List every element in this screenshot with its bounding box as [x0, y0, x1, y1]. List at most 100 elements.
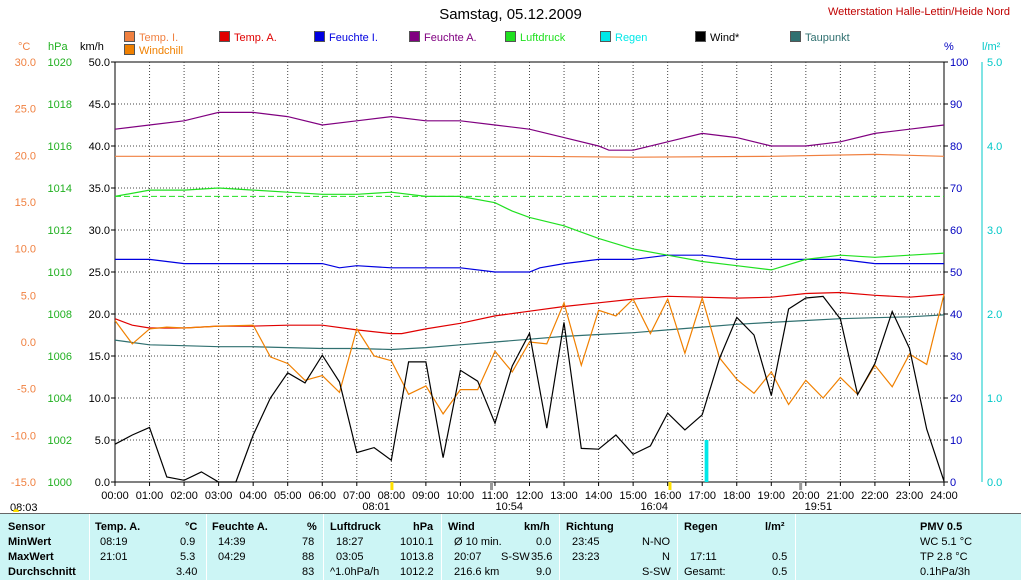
time-tick-label: 03:00	[205, 490, 233, 502]
time-tick-label: 17:00	[688, 490, 716, 502]
legend-item-wind: Wind*	[695, 31, 739, 44]
time-tick-label: 19:00	[758, 490, 786, 502]
legend-swatch	[409, 31, 420, 42]
hpa-tick-label: 1006	[48, 351, 72, 363]
direction-r2-value: N	[662, 551, 670, 563]
legend-item-taupunkt: Taupunkt	[790, 31, 850, 44]
summary-table: Sensor MinWert MaxWert Durchschnitt Temp…	[0, 513, 1021, 580]
time-markers: 08:03 08:01 10:54 16:04 19:51	[10, 482, 832, 512]
series-line-temp-i	[115, 153, 945, 158]
percent-tick-label: 10	[950, 435, 962, 447]
legend-label: Regen	[615, 32, 648, 44]
celsius-tick-label: 10.0	[15, 244, 36, 256]
temp-min-value: 0.9	[180, 536, 196, 548]
time-tick-label: 09:00	[412, 490, 440, 502]
legend-swatch	[695, 31, 706, 42]
percent-tick-label: 0	[950, 477, 956, 489]
pressure-head: Luftdruck	[330, 521, 381, 533]
time-tick-label: 13:00	[550, 490, 578, 502]
percent-tick-label: 50	[950, 267, 962, 279]
legend-label: Temp. A.	[234, 32, 277, 44]
hpa-tick-label: 1002	[48, 435, 72, 447]
grid	[115, 62, 944, 482]
humidity-min-value: 78	[302, 536, 315, 548]
chart-title: Samstag, 05.12.2009	[439, 6, 582, 23]
percent-tick-label: 80	[950, 141, 962, 153]
time-tick-label: 23:00	[896, 490, 924, 502]
rain-unit: l/m²	[765, 521, 785, 533]
direction-r1-value: N-NO	[642, 536, 671, 548]
kmh-tick-label: 25.0	[89, 267, 110, 279]
legend-item-windchill: Windchill	[124, 44, 183, 57]
legend-swatch	[600, 31, 611, 42]
rain-max-value: 0.5	[772, 551, 788, 563]
pressure-max-value: 1013.8	[400, 551, 434, 563]
rain-head: Regen	[684, 521, 718, 533]
celsius-axis-title: °C	[18, 41, 30, 53]
legend-item-temp-a: Temp. A.	[219, 31, 277, 44]
pmv-head: PMV 0.5	[920, 521, 963, 533]
series-line-feuchte-a	[114, 111, 945, 151]
time-marker-label: 19:51	[805, 501, 833, 512]
wind-max-direction: S-SW	[501, 551, 530, 563]
temp-min-time: 08:19	[100, 536, 128, 548]
legend-swatch	[505, 31, 516, 42]
pressure-unit: hPa	[413, 521, 434, 533]
rain-total-label: Gesamt:	[684, 566, 726, 578]
legend-item-feuchte-i: Feuchte I.	[314, 31, 378, 44]
series-line-taupunkt	[114, 314, 945, 351]
time-tick-label: 04:00	[239, 490, 267, 502]
percent-tick-label: 70	[950, 183, 962, 195]
legend-swatch	[124, 44, 135, 55]
pressure-min-time: 18:27	[336, 536, 364, 548]
direction-r1-time: 23:45	[572, 536, 600, 548]
rain-tick-label: 2.0	[987, 309, 1002, 321]
hpa-tick-label: 1008	[48, 309, 72, 321]
wind-max-value: 35.6	[531, 551, 553, 563]
series-line-wind	[114, 295, 945, 483]
time-tick-label: 12:00	[516, 490, 544, 502]
kmh-axis-title: km/h	[80, 41, 104, 53]
percent-tick-label: 60	[950, 225, 962, 237]
sunrise-time: 08:03	[10, 502, 38, 512]
weather-chart: 30.0 25.0 20.0 15.0 10.0 5.0 0.0 -5.0 -10.0 -15.0…	[10, 41, 1002, 512]
humidity-avg: 83	[302, 566, 315, 578]
legend-swatch	[219, 31, 230, 42]
station-name: Wetterstation Halle-Lettin/Heide Nord	[828, 6, 1010, 18]
temp-max-value: 5.3	[180, 551, 196, 563]
time-tick-label: 24:00	[930, 490, 958, 502]
row-label-max: MaxWert	[8, 551, 54, 563]
direction-r2-time: 23:23	[572, 551, 600, 563]
hpa-tick-label: 1010	[48, 267, 72, 279]
rain-tick-label: 1.0	[987, 393, 1002, 405]
time-tick-label: 06:00	[308, 490, 336, 502]
wind-distance: 216.6 km	[454, 566, 500, 578]
humidity-min-time: 14:39	[218, 536, 246, 548]
row-label-sensor: Sensor	[8, 521, 46, 533]
time-tick-label: 21:00	[827, 490, 855, 502]
legend-swatch	[790, 31, 801, 42]
kmh-tick-label: 5.0	[95, 435, 110, 447]
humidity-head: Feuchte A.	[212, 521, 268, 533]
series-group	[114, 111, 945, 483]
percent-tick-label: 100	[950, 57, 968, 69]
celsius-tick-label: 5.0	[21, 290, 36, 302]
legend-swatch	[314, 31, 325, 42]
percent-axis-title: %	[944, 41, 954, 53]
series-line-windchill	[114, 294, 945, 415]
hpa-tick-label: 1014	[48, 183, 72, 195]
legend-item-regen: Regen	[600, 31, 647, 44]
rain-max-time: 17:11	[690, 551, 717, 563]
celsius-tick-label: 25.0	[15, 104, 36, 116]
celsius-tick-label: 15.0	[15, 197, 36, 209]
pressure-rate: 0.1hPa/3h	[920, 566, 971, 578]
hpa-tick-label: 1004	[48, 393, 72, 405]
rain-total-value: 0.5	[772, 566, 788, 578]
time-tick-label: 05:00	[274, 490, 302, 502]
legend-label: Temp. I.	[139, 32, 179, 44]
percent-tick-label: 40	[950, 309, 962, 321]
dewpoint-value: TP 2.8 °C	[920, 551, 968, 563]
temp-head: Temp. A.	[95, 521, 141, 533]
kmh-tick-label: 20.0	[89, 309, 110, 321]
temp-avg: 3.40	[176, 566, 198, 578]
